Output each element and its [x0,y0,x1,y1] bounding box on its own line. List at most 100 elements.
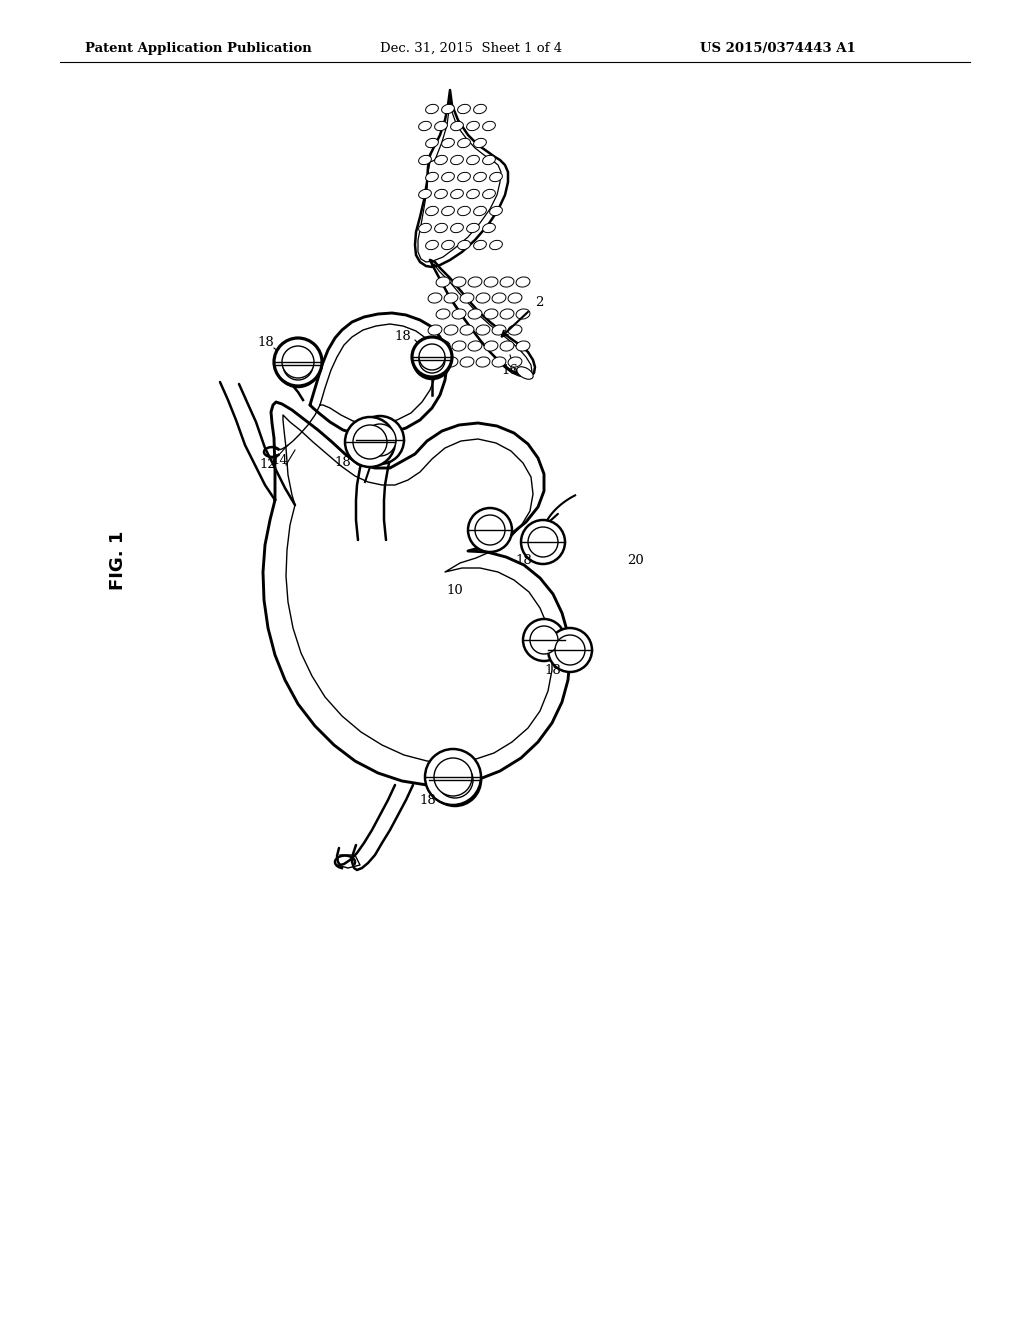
Circle shape [528,527,558,557]
Ellipse shape [436,309,450,319]
Ellipse shape [441,173,455,182]
Ellipse shape [441,139,455,148]
Ellipse shape [489,240,503,249]
Circle shape [364,424,396,455]
Ellipse shape [428,356,442,367]
Ellipse shape [476,356,489,367]
Ellipse shape [484,277,498,286]
Ellipse shape [441,240,455,249]
Ellipse shape [474,206,486,215]
Ellipse shape [458,206,470,215]
Ellipse shape [426,206,438,215]
Ellipse shape [434,156,447,165]
Circle shape [555,635,585,665]
Ellipse shape [468,277,482,286]
Circle shape [475,515,505,545]
Circle shape [356,416,404,465]
Circle shape [412,337,452,378]
Ellipse shape [451,121,464,131]
Ellipse shape [458,139,470,148]
Ellipse shape [468,309,482,319]
Ellipse shape [500,341,514,351]
Text: 18: 18 [335,455,351,469]
Text: Dec. 31, 2015  Sheet 1 of 4: Dec. 31, 2015 Sheet 1 of 4 [380,42,562,55]
Ellipse shape [489,206,503,215]
Ellipse shape [476,293,489,304]
Ellipse shape [452,341,466,351]
Circle shape [530,626,558,653]
Text: 18: 18 [420,793,436,807]
Circle shape [434,758,472,796]
Circle shape [345,417,395,467]
Ellipse shape [467,156,479,165]
Ellipse shape [468,341,482,351]
Ellipse shape [484,341,498,351]
Ellipse shape [451,189,464,199]
Circle shape [419,347,445,374]
Circle shape [523,619,565,661]
Ellipse shape [436,341,450,351]
Ellipse shape [508,293,522,304]
Ellipse shape [484,309,498,319]
Ellipse shape [434,189,447,199]
Text: 18: 18 [516,553,532,566]
Ellipse shape [517,367,534,379]
Circle shape [353,425,387,459]
Circle shape [282,346,314,378]
Ellipse shape [426,240,438,249]
Ellipse shape [460,325,474,335]
Circle shape [548,628,592,672]
Ellipse shape [441,104,455,114]
Circle shape [413,341,451,379]
Ellipse shape [434,223,447,232]
Ellipse shape [508,325,522,335]
Text: 14: 14 [271,454,289,466]
Circle shape [429,754,481,807]
Ellipse shape [493,293,506,304]
Ellipse shape [476,325,489,335]
Text: 10: 10 [446,583,464,597]
Ellipse shape [419,189,431,199]
Ellipse shape [419,223,431,232]
Ellipse shape [493,356,506,367]
Circle shape [521,520,565,564]
Ellipse shape [508,356,522,367]
Text: Patent Application Publication: Patent Application Publication [85,42,311,55]
Ellipse shape [500,277,514,286]
Ellipse shape [444,325,458,335]
Circle shape [468,508,512,552]
Text: US 2015/0374443 A1: US 2015/0374443 A1 [700,42,856,55]
Text: 18: 18 [394,330,412,342]
Ellipse shape [500,309,514,319]
Ellipse shape [467,223,479,232]
Ellipse shape [460,293,474,304]
Ellipse shape [419,121,431,131]
Ellipse shape [451,223,464,232]
Circle shape [419,345,445,370]
Ellipse shape [489,173,503,182]
Ellipse shape [436,277,450,286]
Ellipse shape [419,156,431,165]
Ellipse shape [482,189,496,199]
Ellipse shape [474,173,486,182]
Ellipse shape [482,156,496,165]
Ellipse shape [516,341,530,351]
Circle shape [425,748,481,805]
Ellipse shape [516,309,530,319]
Ellipse shape [441,206,455,215]
Ellipse shape [467,189,479,199]
Ellipse shape [493,325,506,335]
Text: 2: 2 [535,296,543,309]
Ellipse shape [458,173,470,182]
Text: 18: 18 [545,664,561,676]
Text: FIG. 1: FIG. 1 [109,531,127,590]
Ellipse shape [452,309,466,319]
Ellipse shape [474,104,486,114]
Ellipse shape [467,121,479,131]
Text: 18: 18 [258,335,274,348]
Ellipse shape [428,325,442,335]
Ellipse shape [482,121,496,131]
Circle shape [437,762,473,799]
Circle shape [274,338,322,385]
Ellipse shape [482,223,496,232]
